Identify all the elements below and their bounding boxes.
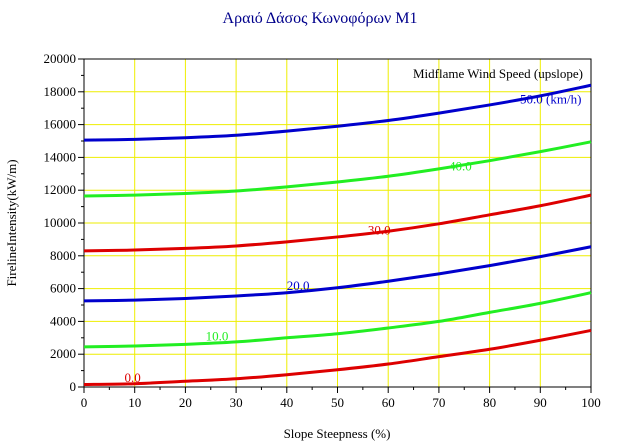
x-tick-label: 10	[128, 395, 141, 410]
x-tick-label: 70	[432, 395, 445, 410]
x-tick-label: 0	[81, 395, 88, 410]
series-label-3: 30.0	[368, 222, 391, 237]
y-tick-label: 20000	[44, 51, 77, 66]
x-tick-label: 50	[331, 395, 344, 410]
y-tick-label: 6000	[50, 281, 76, 296]
series-label-4: 40.0	[449, 159, 472, 174]
x-tick-label: 100	[581, 395, 601, 410]
y-tick-label: 18000	[44, 84, 77, 99]
y-tick-label: 4000	[50, 313, 76, 328]
axes: 0 10 20 30 40 50 60 70 80 90 100 0 2000 4000 6000 8000 1…	[44, 51, 601, 410]
x-axis-label: Slope Steepness (%)	[284, 426, 391, 441]
y-tick-label: 14000	[44, 149, 77, 164]
series-lines	[83, 83, 592, 387]
x-tick-label: 60	[382, 395, 395, 410]
x-tick-label: 90	[534, 395, 547, 410]
x-tick-label: 20	[179, 395, 192, 410]
series-line-0	[83, 328, 592, 387]
y-tick-label: 0	[70, 379, 77, 394]
y-tick-label: 10000	[44, 215, 77, 230]
legend-title: Midflame Wind Speed (upslope)	[413, 66, 583, 81]
series-line-3	[83, 193, 592, 253]
y-tick-label: 12000	[44, 182, 77, 197]
x-tick-label: 40	[280, 395, 293, 410]
series-label-1: 10.0	[206, 328, 229, 343]
series-label-2: 20.0	[287, 278, 310, 293]
y-tick-label: 8000	[50, 248, 76, 263]
chart-title: Αραιό Δάσος Κωνοφόρων Μ1	[223, 10, 418, 27]
series-label-0: 0.0	[125, 370, 141, 385]
y-tick-label: 2000	[50, 346, 76, 361]
series-labels: 0.0 10.0 20.0 30.0 40.0 50.0 (km/h)	[125, 91, 582, 385]
series-label-5: 50.0 (km/h)	[520, 91, 581, 106]
series-line-1	[83, 291, 592, 349]
series-line-4	[83, 140, 592, 198]
grid	[84, 59, 591, 387]
x-tick-label: 80	[483, 395, 496, 410]
y-tick-label: 16000	[44, 117, 77, 132]
y-axis-label: FirelineIntensity(kW/m)	[4, 159, 19, 286]
series-line-2	[83, 245, 592, 303]
x-tick-label: 30	[230, 395, 243, 410]
series-line-5	[83, 83, 592, 142]
